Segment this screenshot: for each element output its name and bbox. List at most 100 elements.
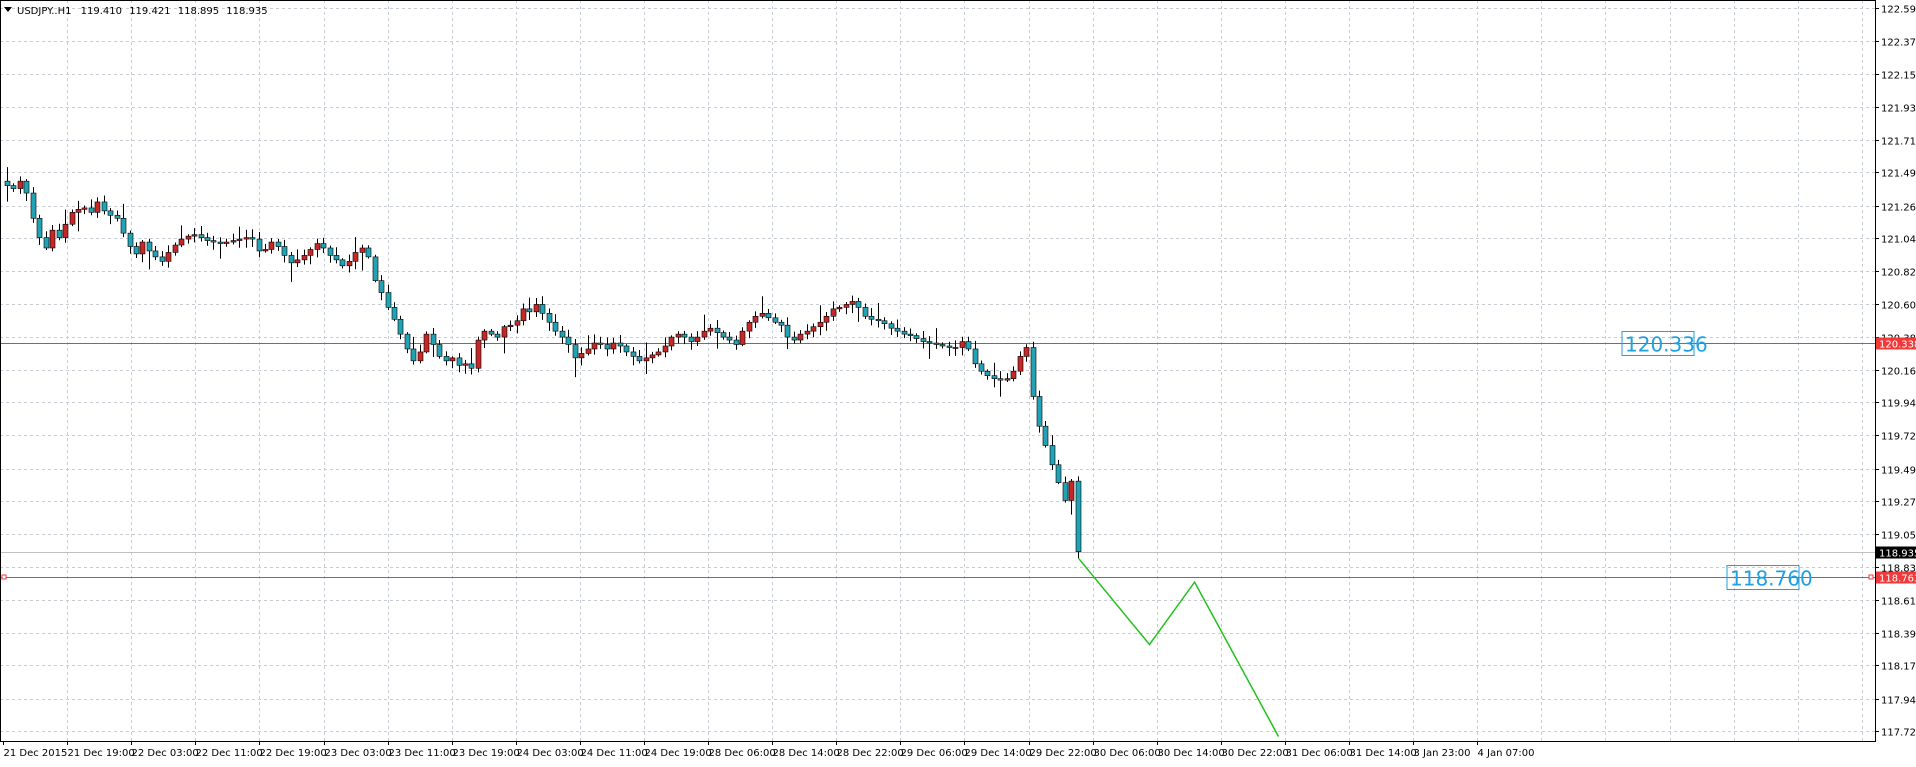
bull-candle bbox=[507, 324, 514, 327]
bear-candle bbox=[1042, 425, 1049, 446]
bull-candle bbox=[675, 333, 682, 338]
bull-candle bbox=[643, 357, 650, 362]
bull-candle bbox=[849, 301, 856, 305]
bull-candle bbox=[352, 252, 359, 262]
y-tick-label: 118.610 bbox=[1881, 597, 1916, 608]
bear-candle bbox=[23, 180, 30, 194]
x-tick-label: 21 Dec 2015 bbox=[4, 748, 68, 759]
bear-candle bbox=[552, 321, 559, 332]
bear-candle bbox=[378, 280, 385, 293]
level-text-label: 118.760 bbox=[1730, 567, 1813, 591]
bear-candle bbox=[926, 341, 933, 344]
bull-candle bbox=[475, 339, 482, 369]
line-anchor-handle[interactable] bbox=[1868, 574, 1874, 580]
bull-candle bbox=[49, 229, 56, 249]
x-tick-label: 24 Dec 03:00 bbox=[517, 748, 584, 759]
y-tick-label: 121.710 bbox=[1881, 137, 1916, 148]
forecast-polyline bbox=[1077, 557, 1280, 737]
bull-candle bbox=[655, 351, 662, 356]
y-tick-label: 119.940 bbox=[1881, 399, 1916, 410]
bear-candle bbox=[1055, 464, 1062, 483]
price-tags: 120.338 118.763 118.935 bbox=[1876, 337, 1916, 585]
bear-candle bbox=[559, 330, 566, 338]
bull-candle bbox=[359, 247, 366, 253]
bull-candle bbox=[694, 336, 701, 342]
x-tick-label: 29 Dec 14:00 bbox=[965, 748, 1032, 759]
forecast-line bbox=[1077, 557, 1280, 737]
x-tick-label: 4 Jan 07:00 bbox=[1478, 748, 1535, 759]
bull-candle bbox=[178, 238, 185, 246]
bear-candle bbox=[991, 375, 998, 379]
y-tick-label: 119.055 bbox=[1881, 531, 1916, 542]
bull-candle bbox=[804, 330, 811, 335]
dropdown-triangle-icon[interactable] bbox=[4, 7, 12, 12]
y-tick-label: 118.835 bbox=[1881, 564, 1916, 575]
y-tick-label: 122.155 bbox=[1881, 71, 1916, 82]
y-tick-label: 121.265 bbox=[1881, 203, 1916, 214]
x-tick-label: 22 Dec 03:00 bbox=[132, 748, 199, 759]
y-tick-label: 121.930 bbox=[1881, 104, 1916, 115]
level-label-box bbox=[1726, 565, 1800, 590]
bull-candle bbox=[243, 237, 250, 240]
bull-candle bbox=[817, 321, 824, 327]
current-price-tag bbox=[1876, 546, 1916, 559]
bull-candle bbox=[346, 261, 353, 267]
bull-candle bbox=[262, 249, 269, 252]
bear-candle bbox=[1062, 482, 1069, 501]
x-tick-label: 24 Dec 19:00 bbox=[645, 748, 712, 759]
bear-candle bbox=[1030, 347, 1037, 397]
level-label-box bbox=[1621, 331, 1695, 356]
bull-candle bbox=[952, 347, 959, 349]
bull-candle bbox=[514, 320, 521, 326]
bull-candle bbox=[81, 207, 88, 210]
bear-candle bbox=[597, 342, 604, 345]
bear-candle bbox=[630, 351, 637, 357]
bull-candle bbox=[1017, 356, 1024, 372]
bear-candle bbox=[159, 256, 166, 262]
bull-candle bbox=[230, 240, 237, 243]
bull-candle bbox=[423, 333, 430, 353]
y-tick-label: 119.495 bbox=[1881, 466, 1916, 477]
bull-candle bbox=[62, 223, 69, 238]
bear-candle bbox=[784, 324, 791, 338]
bull-candle bbox=[75, 209, 82, 213]
bull-candle bbox=[707, 327, 714, 332]
level-text-label: 120.336 bbox=[1625, 333, 1708, 357]
x-tick-label: 21 Dec 19:00 bbox=[68, 748, 135, 759]
x-tick-label: 28 Dec 14:00 bbox=[773, 748, 840, 759]
x-tick-label: 29 Dec 06:00 bbox=[901, 748, 968, 759]
bear-candle bbox=[565, 336, 572, 345]
bull-candle bbox=[520, 308, 527, 322]
bear-candle bbox=[88, 207, 95, 213]
bear-candle bbox=[281, 246, 288, 256]
bull-candle bbox=[462, 363, 469, 366]
low-value: 118.895 bbox=[178, 6, 219, 17]
bull-candle bbox=[533, 304, 540, 313]
bear-candle bbox=[146, 241, 153, 252]
y-tick-label: 122.595 bbox=[1881, 5, 1916, 16]
x-tick-label: 28 Dec 06:00 bbox=[709, 748, 776, 759]
bull-candle bbox=[139, 241, 146, 255]
bear-candle bbox=[10, 185, 17, 189]
bull-candle bbox=[185, 235, 192, 240]
bull-candle bbox=[165, 252, 172, 262]
bull-candle bbox=[585, 348, 592, 354]
level-price-tag bbox=[1876, 571, 1916, 584]
horizontal-lines[interactable]: 120.336 118.760 bbox=[0, 331, 1875, 591]
bull-candle bbox=[836, 307, 843, 310]
open-value: 119.410 bbox=[81, 6, 122, 17]
line-anchor-handle[interactable] bbox=[1, 574, 7, 580]
y-tick-label: 118.390 bbox=[1881, 630, 1916, 641]
bull-candle bbox=[578, 353, 585, 359]
x-tick-label: 31 Dec 14:00 bbox=[1350, 748, 1417, 759]
bear-candle bbox=[249, 237, 256, 240]
bear-candle bbox=[920, 338, 927, 342]
bear-candle bbox=[978, 363, 985, 372]
bull-candle bbox=[301, 255, 308, 261]
bear-candle bbox=[913, 335, 920, 339]
bear-candle bbox=[56, 229, 63, 238]
bull-candle bbox=[449, 357, 456, 362]
